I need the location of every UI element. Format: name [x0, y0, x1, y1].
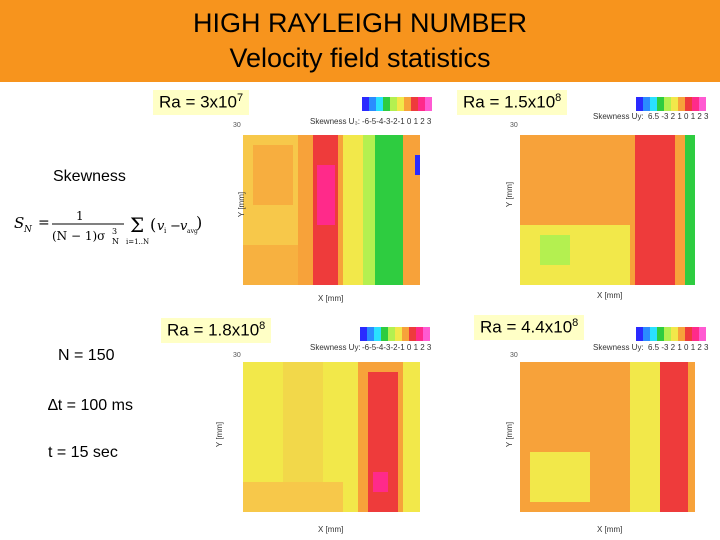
colorbar-1 [362, 97, 432, 111]
svg-text:i: i [164, 227, 167, 235]
velocity-field-1-graphic [243, 135, 420, 285]
svg-text:i=1..N: i=1..N [126, 238, 149, 246]
ra-label-1: Ra = 3x107 [153, 90, 250, 115]
svg-text:(: ( [150, 215, 156, 234]
title-banner: HIGH RAYLEIGH NUMBER Velocity field stat… [0, 0, 720, 82]
ra-label-3-exp: 8 [259, 320, 266, 332]
ra-label-4: Ra = 4.4x108 [474, 315, 585, 340]
skewness-label: Skewness [53, 168, 126, 185]
plot-3-ytick-top: 30 [233, 352, 241, 359]
svg-text:1: 1 [76, 209, 84, 223]
svg-text:v: v [180, 219, 188, 234]
colorbar-2-title: Skewness Uy: [593, 112, 644, 121]
svg-text:): ) [196, 213, 202, 232]
n-label: N = 150 [58, 347, 115, 364]
svg-text:Σ: Σ [130, 213, 144, 237]
svg-text:=: = [38, 215, 50, 231]
ra-label-2-exp: 8 [555, 92, 562, 104]
colorbar-2 [636, 97, 706, 111]
ra-label-2: Ra = 1.5x108 [457, 90, 568, 115]
velocity-field-4-graphic [520, 362, 695, 512]
svg-text:3: 3 [112, 227, 117, 236]
title-line-1: HIGH RAYLEIGH NUMBER [192, 8, 528, 38]
plot-2-xlabel: X [mm] [597, 291, 623, 300]
velocity-field-plot-2 [520, 135, 695, 285]
title-line-2: Velocity field statistics [229, 43, 491, 73]
svg-text:−: − [170, 219, 181, 234]
svg-text:N: N [112, 237, 119, 246]
colorbar-4-title: Skewness Uy: [593, 343, 644, 352]
ra-label-3: Ra = 1.8x108 [161, 318, 272, 343]
colorbar-3 [360, 327, 430, 341]
ra-label-2-base: Ra = 1.5x10 [463, 92, 556, 112]
svg-text:v: v [157, 219, 165, 234]
velocity-field-3-graphic [243, 362, 420, 512]
svg-text:(N − 1)σ: (N − 1)σ [52, 229, 105, 243]
colorbar-1-title: Skewness U₃: [310, 117, 360, 126]
skewness-formula-graphic: S N = 1 (N − 1)σ 3 N Σ i=1..N ( v i − v … [14, 209, 202, 246]
skewness-formula: S N = 1 (N − 1)σ 3 N Σ i=1..N ( v i − v … [12, 200, 202, 254]
ra-label-1-base: Ra = 3x10 [159, 92, 237, 112]
svg-text:avg: avg [187, 228, 198, 235]
plot-3-ylabel: Y [mm] [215, 421, 225, 448]
ra-label-3-base: Ra = 1.8x10 [167, 320, 260, 340]
plot-1-ylabel: Y [mm] [237, 191, 247, 218]
velocity-field-plot-1 [243, 135, 420, 285]
colorbar-1-ticks: -6-5-4-3-2-1 0 1 2 3 [362, 117, 432, 126]
svg-text:S: S [14, 214, 24, 232]
ra-label-1-exp: 7 [236, 92, 244, 104]
svg-text:N: N [23, 225, 33, 235]
ra-label-4-exp: 8 [572, 317, 579, 329]
plot-3-xlabel: X [mm] [318, 525, 344, 534]
plot-4-ytick-top: 30 [510, 352, 518, 359]
plot-4-ylabel: Y [mm] [505, 421, 515, 448]
plot-2-ytick-top: 30 [510, 122, 518, 129]
colorbar-3-title: Skewness Uy: [310, 343, 361, 352]
velocity-field-2-graphic [520, 135, 695, 285]
colorbar-4 [636, 327, 706, 341]
velocity-field-plot-4 [520, 362, 695, 512]
dt-label: ∆t = 100 ms [48, 397, 133, 414]
velocity-field-plot-3 [243, 362, 420, 512]
ra-label-4-base: Ra = 4.4x10 [480, 317, 573, 337]
plot-1-ytick-top: 30 [233, 122, 241, 129]
t-label: t = 15 sec [48, 444, 118, 461]
colorbar-4-ticks: 6.5 -3 2 1 0 1 2 3 [648, 343, 709, 352]
plot-4-xlabel: X [mm] [597, 525, 623, 534]
plot-1-xlabel: X [mm] [318, 294, 344, 303]
colorbar-3-ticks: -6-5-4-3-2-1 0 1 2 3 [362, 343, 432, 352]
plot-2-ylabel: Y [mm] [505, 181, 515, 208]
colorbar-2-ticks: 6.5 -3 2 1 0 1 2 3 [648, 112, 709, 121]
